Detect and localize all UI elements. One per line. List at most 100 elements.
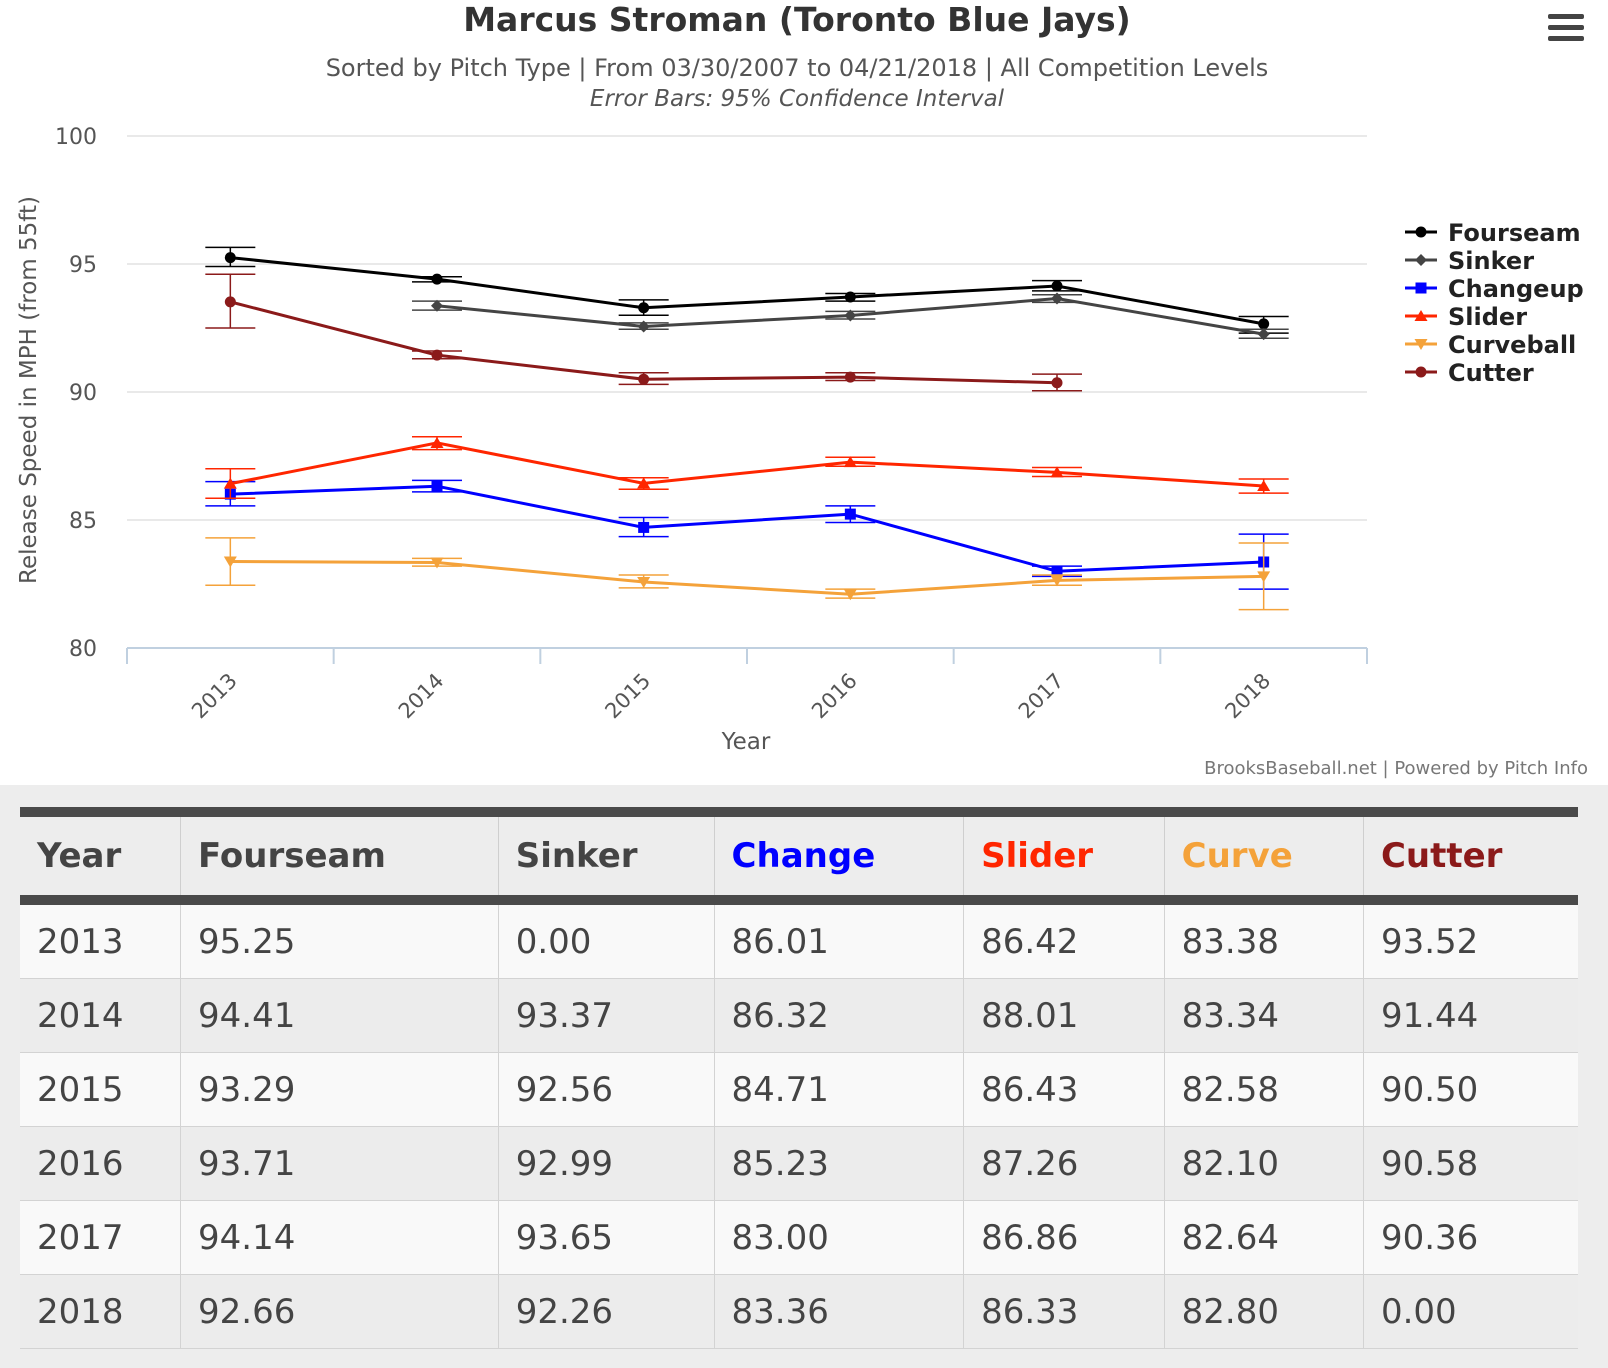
table-cell: 93.52 [1362,900,1578,979]
point-curveball-2017[interactable] [1050,575,1064,587]
point-slider-2015[interactable] [637,477,651,489]
table-cell: 85.23 [713,1126,964,1201]
column-header-slider[interactable]: Slider [963,807,1165,905]
legend-marker-sinker[interactable] [1415,254,1427,266]
point-slider-2014[interactable] [430,436,444,448]
legend-marker-curveball[interactable] [1414,339,1428,350]
hamburger-menu-icon[interactable] [1548,14,1584,44]
point-changeup-2017[interactable] [1051,565,1063,577]
point-curveball-2016[interactable] [843,589,857,601]
table-cell: 2015 [20,1052,181,1127]
column-header-year[interactable]: Year [20,807,181,905]
chart-subtitle: Sorted by Pitch Type | From 03/30/2007 t… [326,54,1269,82]
chart-subtitle-error-bars: Error Bars: 95% Confidence Interval [590,86,1005,112]
y-tick-label: 80 [69,637,97,662]
point-cutter-2015[interactable] [638,373,650,385]
y-tick-label: 95 [69,253,97,278]
y-axis-label: Release Speed in MPH (from 55ft) [16,196,42,584]
table-cell: 2018 [20,1274,181,1349]
legend-item-sinker[interactable]: Sinker [1405,247,1534,275]
point-fourseam-2017[interactable] [1051,280,1063,292]
point-sinker-2015[interactable] [637,320,650,333]
point-curveball-2014[interactable] [430,557,444,569]
chart-title: Marcus Stroman (Toronto Blue Jays) [463,0,1131,39]
x-tick-label: 2014 [394,669,449,724]
table-cell: 86.43 [963,1052,1165,1127]
table-row: 2015 93.29 92.56 84.71 86.43 82.58 90.50 [20,1052,1578,1127]
table-cell: 90.36 [1362,1200,1578,1275]
x-tick-label: 2013 [187,669,242,724]
point-slider-2016[interactable] [843,456,857,468]
series-curveball [205,537,1289,611]
point-cutter-2017[interactable] [1051,377,1063,389]
column-header-cutter[interactable]: Cutter [1362,807,1578,905]
series-line-curveball [230,559,1264,596]
point-fourseam-2018[interactable] [1258,318,1270,330]
point-curveball-2015[interactable] [637,576,651,588]
x-tick-label: 2017 [1014,669,1069,724]
table-cell: 83.36 [713,1274,964,1349]
point-fourseam-2016[interactable] [844,291,856,303]
table-cell: 93.71 [180,1126,499,1201]
point-slider-2018[interactable] [1257,479,1271,491]
point-cutter-2016[interactable] [844,371,856,383]
series-line-fourseam [230,256,1264,326]
table-row: 2017 94.14 93.65 83.00 86.86 82.64 90.36 [20,1200,1578,1275]
legend-marker-slider[interactable] [1414,310,1428,321]
table-cell: 92.99 [497,1126,715,1201]
table-cell: 91.44 [1362,978,1578,1053]
legend-marker-fourseam[interactable] [1415,226,1427,238]
table-row: 2018 92.66 92.26 83.36 86.33 82.80 0.00 [20,1274,1578,1349]
table-cell: 90.58 [1362,1126,1578,1201]
series-fourseam [205,246,1289,334]
table-cell: 92.26 [497,1274,715,1349]
point-sinker-2018[interactable] [1257,328,1270,341]
table-cell: 95.25 [180,900,499,979]
table-cell: 93.29 [180,1052,499,1127]
data-table-area: Year Fourseam Sinker Change Slider Curve Cutte… [0,785,1608,1368]
point-fourseam-2015[interactable] [638,302,650,314]
column-header-sinker[interactable]: Sinker [497,807,715,905]
table-cell: 94.41 [180,978,499,1053]
legend-item-curveball[interactable]: Curveball [1405,331,1576,359]
column-header-fourseam[interactable]: Fourseam [180,807,499,905]
point-changeup-2014[interactable] [431,480,443,492]
point-slider-2017[interactable] [1050,466,1064,478]
column-header-change[interactable]: Change [713,807,964,905]
legend-item-fourseam[interactable]: Fourseam [1405,219,1581,247]
point-sinker-2017[interactable] [1051,292,1063,305]
table-cell: 83.00 [713,1200,964,1275]
point-fourseam-2013[interactable] [224,252,236,264]
table-cell: 88.01 [963,978,1165,1053]
y-tick-label: 100 [55,125,97,150]
point-cutter-2013[interactable] [224,296,236,308]
point-changeup-2016[interactable] [844,508,856,520]
chart-area: Marcus Stroman (Toronto Blue Jays) Sorte… [16,0,1588,779]
point-slider-2013[interactable] [223,477,237,489]
legend-item-slider[interactable]: Slider [1405,303,1527,331]
table-cell: 92.56 [497,1052,715,1127]
point-fourseam-2014[interactable] [431,273,443,285]
point-changeup-2015[interactable] [638,521,650,533]
release-speed-table: Year Fourseam Sinker Change Slider Curve Cutte… [20,807,1578,1349]
table-cell: 86.33 [963,1274,1165,1349]
legend-label-slider: Slider [1448,303,1527,331]
series-slider [205,436,1289,499]
legend-marker-cutter[interactable] [1415,366,1427,378]
legend-marker-changeup[interactable] [1415,282,1427,294]
table-cell: 93.37 [497,978,715,1053]
table-cell: 90.50 [1362,1052,1578,1127]
point-sinker-2014[interactable] [431,299,443,312]
table-cell: 83.34 [1163,978,1364,1053]
chart-credits[interactable]: BrooksBaseball.net | Powered by Pitch In… [1204,758,1588,779]
point-curveball-2018[interactable] [1257,571,1271,583]
point-sinker-2016[interactable] [844,309,857,322]
legend-item-changeup[interactable]: Changeup [1405,275,1584,303]
column-header-curve[interactable]: Curve [1163,807,1364,905]
x-tick-label: 2015 [600,669,655,724]
point-curveball-2013[interactable] [223,556,237,568]
series-sinker [412,292,1289,341]
legend-item-cutter[interactable]: Cutter [1405,359,1534,387]
table-cell: 86.32 [713,978,964,1053]
point-cutter-2014[interactable] [431,349,443,361]
